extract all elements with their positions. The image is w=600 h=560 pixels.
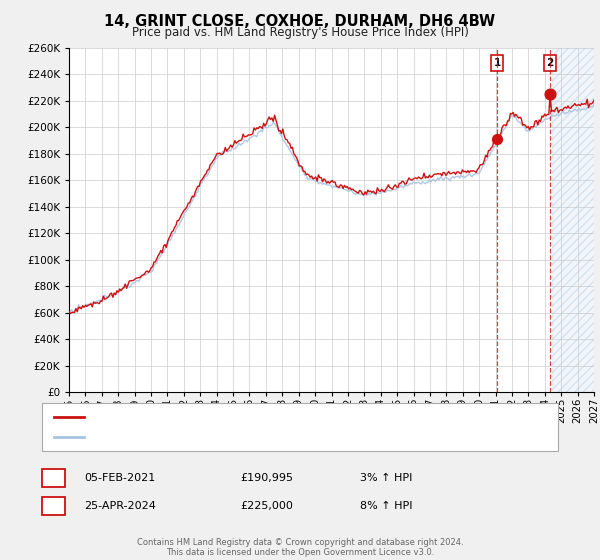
- Bar: [552, 48, 594, 392]
- Point: [545, 90, 555, 99]
- Text: 14, GRINT CLOSE, COXHOE, DURHAM, DH6 4BW: 14, GRINT CLOSE, COXHOE, DURHAM, DH6 4BW: [104, 14, 496, 29]
- Text: HPI: Average price, detached house, County Durham: HPI: Average price, detached house, Coun…: [93, 432, 368, 442]
- Point: [493, 134, 502, 143]
- Text: 1: 1: [494, 58, 501, 68]
- Text: 25-APR-2024: 25-APR-2024: [84, 501, 156, 511]
- Text: Contains HM Land Registry data © Crown copyright and database right 2024.
This d: Contains HM Land Registry data © Crown c…: [137, 538, 463, 557]
- Text: 14, GRINT CLOSE, COXHOE, DURHAM, DH6 4BW (detached house): 14, GRINT CLOSE, COXHOE, DURHAM, DH6 4BW…: [93, 412, 437, 422]
- Text: 3% ↑ HPI: 3% ↑ HPI: [360, 473, 412, 483]
- Text: 05-FEB-2021: 05-FEB-2021: [84, 473, 155, 483]
- Text: £225,000: £225,000: [240, 501, 293, 511]
- Text: 8% ↑ HPI: 8% ↑ HPI: [360, 501, 413, 511]
- Text: £190,995: £190,995: [240, 473, 293, 483]
- Text: 1: 1: [50, 473, 57, 483]
- Text: 2: 2: [50, 501, 57, 511]
- Text: 2: 2: [547, 58, 554, 68]
- Text: Price paid vs. HM Land Registry's House Price Index (HPI): Price paid vs. HM Land Registry's House …: [131, 26, 469, 39]
- Bar: [552, 48, 594, 392]
